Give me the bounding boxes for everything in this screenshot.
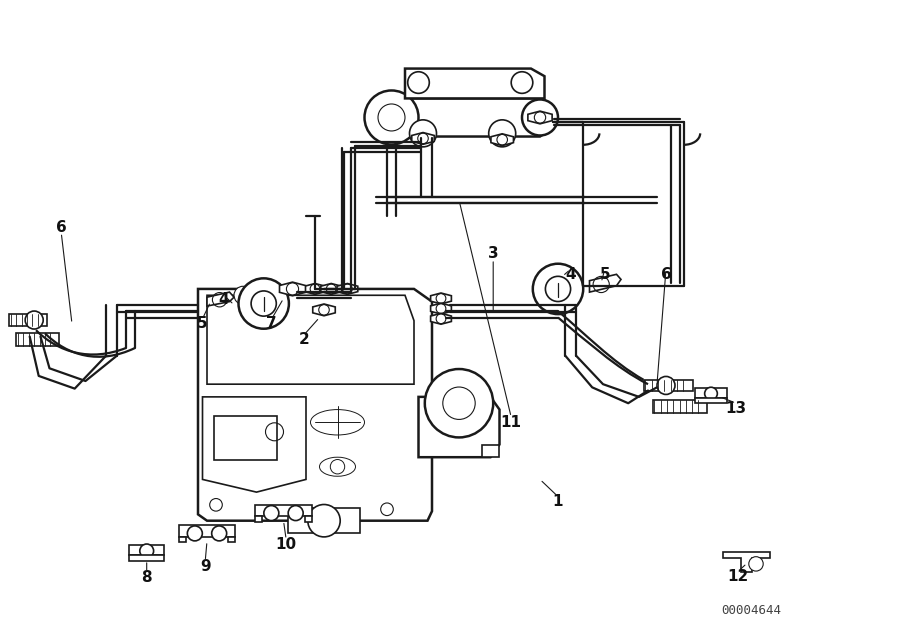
Polygon shape (228, 537, 235, 542)
Circle shape (657, 377, 675, 394)
Bar (644, 380, 693, 391)
Bar (214, 416, 277, 460)
Polygon shape (337, 283, 358, 295)
Circle shape (187, 526, 202, 541)
Circle shape (234, 286, 252, 304)
Bar (652, 400, 706, 413)
Polygon shape (256, 516, 263, 522)
Text: 1: 1 (553, 494, 563, 509)
Polygon shape (179, 525, 235, 537)
Text: 5: 5 (599, 267, 610, 282)
Circle shape (210, 498, 222, 511)
Text: 4: 4 (218, 292, 229, 307)
Circle shape (522, 100, 558, 135)
Circle shape (533, 264, 583, 314)
Polygon shape (405, 69, 544, 98)
Circle shape (270, 286, 288, 304)
Text: 13: 13 (725, 401, 747, 416)
Text: 2: 2 (299, 332, 310, 347)
Polygon shape (130, 545, 164, 556)
Polygon shape (304, 283, 326, 295)
Text: 10: 10 (275, 537, 297, 552)
Polygon shape (482, 444, 500, 457)
Polygon shape (430, 313, 452, 324)
Circle shape (381, 503, 393, 516)
Text: 8: 8 (141, 570, 152, 585)
Polygon shape (312, 304, 336, 316)
Polygon shape (280, 282, 305, 296)
Polygon shape (590, 274, 621, 292)
Polygon shape (723, 552, 770, 572)
Polygon shape (320, 283, 342, 295)
Circle shape (308, 504, 340, 537)
Circle shape (410, 120, 436, 147)
Text: 7: 7 (266, 316, 277, 331)
Text: 3: 3 (488, 246, 499, 262)
Polygon shape (430, 293, 452, 304)
Bar (9, 314, 47, 326)
Circle shape (364, 90, 418, 145)
Polygon shape (304, 516, 311, 522)
Polygon shape (256, 505, 311, 516)
Circle shape (511, 72, 533, 93)
Text: 5: 5 (197, 316, 208, 331)
Bar (288, 508, 360, 533)
Circle shape (408, 72, 429, 93)
Polygon shape (491, 134, 514, 145)
Polygon shape (198, 289, 432, 521)
Text: 9: 9 (200, 559, 211, 574)
Polygon shape (387, 98, 544, 137)
Text: 11: 11 (500, 415, 522, 430)
Text: 6: 6 (661, 267, 671, 282)
Circle shape (264, 505, 279, 521)
Circle shape (212, 526, 227, 541)
Circle shape (489, 120, 516, 147)
Polygon shape (179, 537, 186, 542)
Polygon shape (430, 303, 452, 314)
Text: 4: 4 (565, 267, 576, 282)
Circle shape (238, 278, 289, 329)
Polygon shape (695, 388, 727, 398)
Bar (16, 333, 59, 346)
Polygon shape (202, 397, 306, 492)
Circle shape (425, 369, 493, 438)
Circle shape (705, 387, 717, 400)
Circle shape (288, 505, 303, 521)
Polygon shape (418, 397, 500, 457)
Text: 00004644: 00004644 (722, 605, 781, 617)
Polygon shape (207, 292, 234, 306)
Circle shape (140, 544, 154, 558)
Polygon shape (411, 133, 435, 144)
Text: 12: 12 (727, 569, 749, 584)
Polygon shape (130, 556, 164, 561)
Polygon shape (528, 111, 552, 124)
Circle shape (749, 557, 763, 571)
Polygon shape (695, 398, 727, 403)
Text: 6: 6 (56, 220, 67, 235)
Circle shape (25, 311, 43, 329)
Circle shape (252, 286, 270, 304)
Polygon shape (207, 295, 414, 384)
